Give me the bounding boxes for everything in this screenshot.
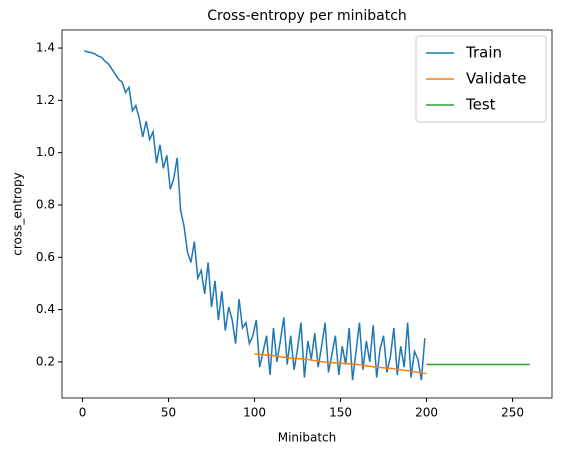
x-tick-label: 250	[501, 406, 524, 420]
plot-frame	[61, 29, 553, 399]
y-tick-label: 0.4	[36, 302, 55, 316]
y-tick-label: 1.4	[36, 41, 55, 55]
legend-box	[415, 35, 547, 123]
y-tick-label: 0.6	[36, 250, 55, 264]
legend-label: Train	[465, 44, 502, 62]
legend-label: Validate	[466, 70, 526, 88]
y-tick-label: 1.0	[36, 145, 55, 159]
x-tick-label: 0	[79, 406, 87, 420]
x-tick-label: 150	[329, 406, 352, 420]
x-tick-label: 100	[243, 406, 266, 420]
y-axis-label: cross_entropy	[11, 172, 25, 256]
x-tick-label: 50	[161, 406, 176, 420]
x-axis-label: Minibatch	[278, 431, 337, 445]
x-tick-label: 200	[415, 406, 438, 420]
y-tick-label: 0.8	[36, 197, 55, 211]
legend-label: Test	[465, 96, 496, 114]
y-tick-label: 0.2	[36, 354, 55, 368]
y-tick-label: 1.2	[36, 93, 55, 107]
line-series	[84, 49, 426, 381]
chart-title: Cross-entropy per minibatch	[207, 8, 407, 24]
line-series	[254, 353, 427, 375]
